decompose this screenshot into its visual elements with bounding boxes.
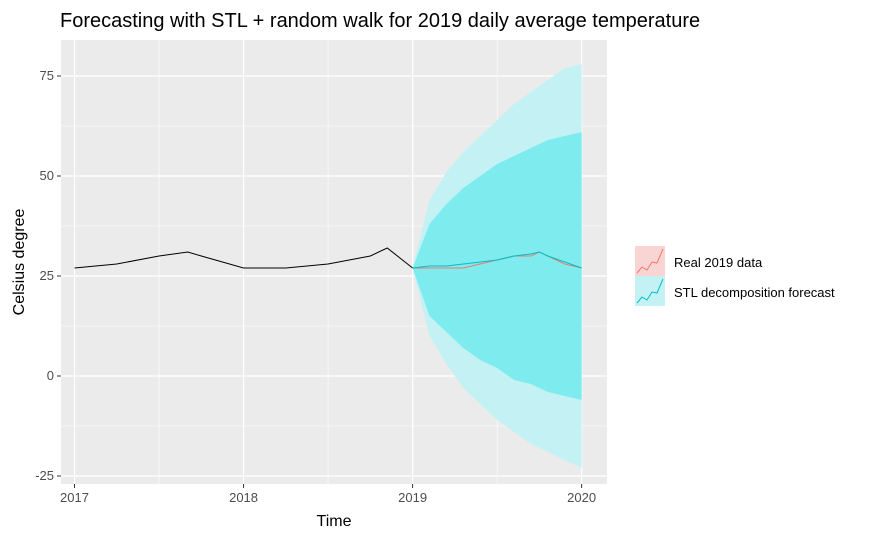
chart-title: Forecasting with STL + random walk for 2… — [60, 10, 700, 32]
prediction-intervals — [412, 64, 582, 468]
legend: Real 2019 data STL decomposition forecas… — [635, 246, 835, 306]
y-tick-label: 50 — [40, 168, 54, 183]
legend-line-real — [636, 248, 664, 274]
y-axis: -25 0 25 50 75 — [35, 68, 61, 483]
legend-key-real — [635, 246, 665, 276]
x-tick-label: 2020 — [567, 490, 596, 505]
y-tick-label: 0 — [47, 368, 54, 383]
y-tick-label: -25 — [35, 468, 54, 483]
x-tick-label: 2019 — [398, 490, 427, 505]
series-line-series-2 — [412, 251, 582, 269]
legend-item-real: Real 2019 data — [635, 246, 763, 276]
legend-label-forecast: STL decomposition forecast — [674, 285, 835, 300]
interval-band-inner — [412, 132, 582, 400]
x-axis: 2017 2018 2019 2020 — [60, 484, 596, 505]
legend-key-forecast — [635, 276, 665, 306]
legend-line-forecast — [636, 278, 664, 304]
series-lines — [74, 247, 582, 269]
series-line-history — [74, 247, 413, 269]
legend-item-forecast: STL decomposition forecast — [635, 276, 835, 306]
legend-label-real: Real 2019 data — [674, 255, 763, 270]
x-tick-label: 2018 — [229, 490, 258, 505]
x-axis-title: Time — [317, 513, 352, 530]
x-tick-label: 2017 — [60, 490, 89, 505]
y-tick-label: 75 — [40, 68, 54, 83]
y-axis-title: Celsius degree — [11, 209, 28, 316]
y-tick-label: 25 — [40, 268, 54, 283]
